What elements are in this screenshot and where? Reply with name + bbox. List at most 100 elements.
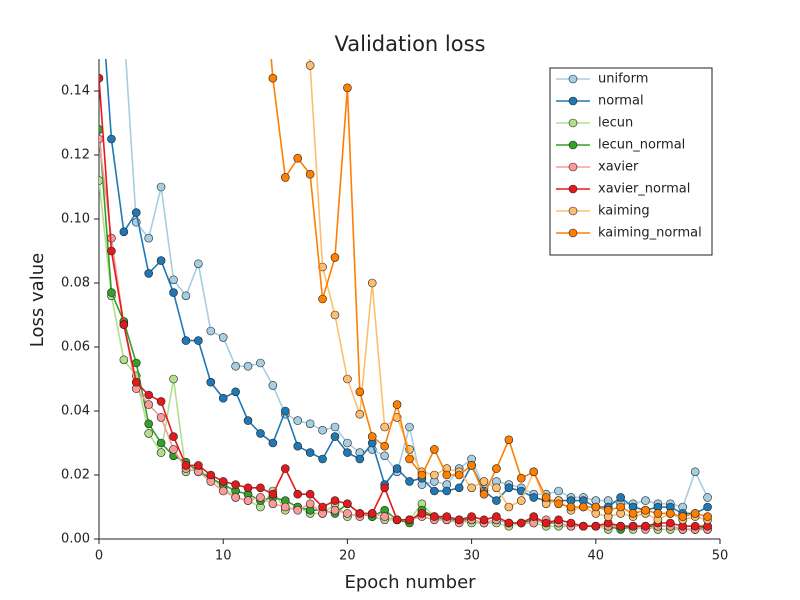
data-point [591,521,601,531]
data-point [343,509,352,518]
legend-marker [568,96,578,106]
data-point [367,278,377,288]
data-point [454,515,464,525]
data-point [492,464,501,473]
data-point [516,496,526,505]
data-point [392,464,402,473]
data-point [566,518,576,528]
data-point [579,502,588,512]
data-point [181,291,191,301]
data-point [169,275,178,285]
data-point [120,23,128,31]
data-point [641,521,650,531]
legend-marker [568,228,578,238]
data-point [231,361,240,371]
data-point [492,483,501,493]
data-point [330,432,340,441]
data-point [703,512,712,521]
data-point [653,509,663,518]
data-point [343,448,352,457]
data-point [156,413,166,422]
data-point [305,499,315,509]
data-point [479,489,489,499]
data-point [616,502,625,512]
data-point [541,518,551,528]
data-point [231,387,240,397]
data-point [504,502,514,512]
x-tick-label: 20 [339,549,356,564]
x-tick-label: 0 [95,549,103,564]
legend-label: lecun [598,116,633,131]
data-point [107,246,116,256]
legend-marker [568,118,578,128]
data-point [516,518,526,528]
data-point [454,483,464,493]
data-point [144,429,153,438]
y-tick-label: 0.08 [61,276,90,291]
data-point [218,333,228,342]
data-point [343,83,352,93]
y-tick-label: 0.12 [61,148,90,163]
data-point [504,483,514,493]
data-point [430,445,439,454]
chart-title: Validation loss [335,32,486,56]
data-point [430,470,439,480]
data-point [194,259,203,269]
data-point [156,397,166,406]
y-tick-label: 0.10 [61,212,90,227]
data-point [641,496,650,505]
data-point [119,320,129,329]
legend-label: normal [598,94,644,109]
data-point [380,451,389,461]
data-point [99,176,104,185]
data-point [107,288,116,297]
data-point [442,470,452,480]
data-point [318,425,327,435]
legend-marker [568,74,578,84]
legend-marker [568,140,578,150]
legend-box [549,67,713,256]
data-point [343,374,352,384]
data-point [417,470,427,480]
data-point [144,419,153,429]
data-point [144,390,153,400]
data-point [541,493,551,502]
data-point [703,502,712,512]
data-point [392,400,402,409]
data-point [256,493,265,502]
data-point [678,512,688,521]
data-point [218,393,228,403]
data-point [169,374,178,384]
data-point [355,409,365,419]
data-point [206,377,216,387]
legend-marker [568,206,578,216]
data-point [616,521,625,531]
data-point [305,419,315,429]
data-point [467,483,476,493]
data-point [442,486,452,496]
data-point [355,509,365,518]
y-axis-label: Loss value [27,253,48,347]
plot-area [99,23,712,534]
data-point [243,496,253,505]
data-point [318,262,327,272]
data-point [430,512,439,521]
data-point [194,336,203,345]
data-point [194,461,203,470]
data-point [218,486,228,496]
data-point [131,377,141,387]
data-point [554,499,563,509]
data-point [293,441,303,451]
data-point [405,477,414,486]
data-point [529,512,539,521]
data-point [169,288,178,297]
legend-label: kaiming [598,204,650,219]
data-point [380,483,389,493]
data-point [504,518,514,528]
data-point [119,355,129,365]
data-point [454,470,464,480]
data-point [529,467,539,477]
data-point [591,502,601,512]
data-point [690,509,700,518]
data-point [467,461,476,470]
